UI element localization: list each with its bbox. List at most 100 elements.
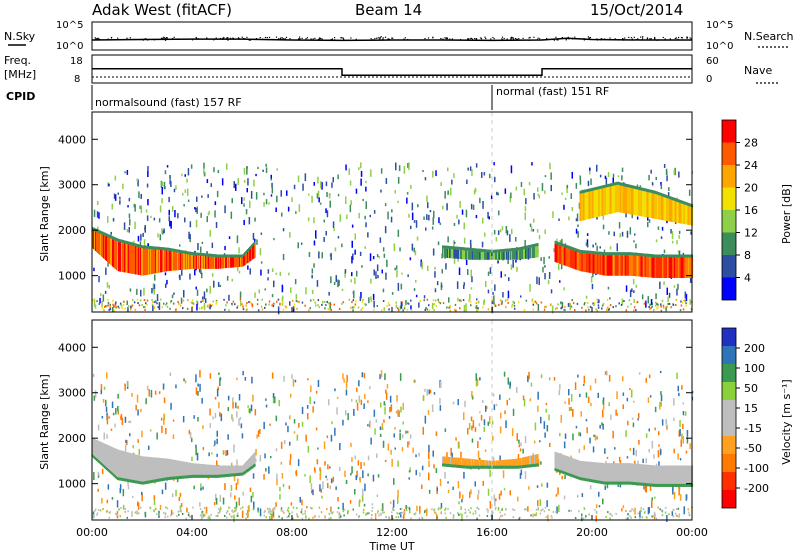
echo-band-column [459,457,461,467]
echo-band-edge [501,465,503,469]
echo-band-edge [591,479,594,483]
ground-scatter [201,299,204,301]
ground-scatter [250,302,253,305]
ground-scatter [615,305,617,308]
echo-speckle [370,169,372,177]
echo-band-edge [212,474,214,478]
echo-speckle [469,166,472,171]
ground-scatter [103,309,105,312]
echo-band-column [664,465,667,486]
echo-speckle [294,379,297,383]
ground-scatter [144,512,146,515]
echo-band-column [201,256,203,269]
echo-band-column [240,465,242,475]
echo-speckle [531,162,533,166]
echo-speckle [407,163,409,168]
echo-speckle [360,170,363,177]
echo-speckle [436,281,439,286]
echo-speckle [237,478,239,485]
echo-band-column [473,251,475,260]
echo-speckle [282,483,285,488]
echo-band-edge [249,246,251,250]
echo-speckle [399,432,401,441]
echo-band-column [458,249,460,259]
ground-scatter [177,300,179,303]
echo-band-column [164,458,166,480]
ground-scatter [226,516,228,519]
echo-band-edge [588,188,591,192]
ground-scatter [607,511,609,514]
echo-band-edge [631,481,634,485]
ground-scatter [518,517,520,520]
echo-band-edge [532,244,534,248]
echo-band-column [472,251,474,260]
echo-speckle [259,248,262,256]
echo-band-column [241,257,243,267]
echo-band-edge [240,472,242,476]
echo-speckle [556,506,558,514]
echo-band-column [252,454,254,468]
echo-band-edge [239,472,241,476]
noise-point [686,36,688,38]
noise-point [340,37,342,39]
echo-speckle [479,377,481,381]
echo-speckle [206,216,208,223]
echo-speckle [206,179,209,184]
echo-band-edge [464,247,466,251]
echo-speckle [336,396,339,399]
echo-band-column [117,241,119,271]
echo-band-edge [635,252,638,256]
echo-speckle [311,289,314,295]
echo-speckle [667,296,669,303]
ground-scatter [360,308,363,311]
noise-point [587,36,589,38]
echo-band-edge [662,483,665,487]
echo-band-edge [641,482,644,486]
ground-scatter [236,512,239,515]
echo-band-column [601,188,604,216]
echo-band-edge [180,475,182,479]
echo-band-column [570,249,573,268]
echo-band-column [112,447,114,475]
echo-band-column [655,194,658,219]
echo-speckle [224,205,226,214]
echo-band-edge [668,254,671,258]
echo-speckle [237,265,239,272]
echo-band-column [682,465,685,486]
echo-band-edge [228,254,230,258]
echo-speckle [524,212,526,220]
echo-speckle [501,226,504,231]
echo-speckle [622,392,625,396]
noise-point [407,39,409,41]
echo-band-edge [621,481,624,485]
ground-scatter [256,303,259,306]
echo-band-edge [155,479,157,483]
echo-speckle [682,423,684,430]
ground-scatter [589,305,592,308]
noise-point [129,37,131,39]
echo-band-column [442,456,444,466]
echo-speckle [166,279,168,285]
echo-speckle [275,272,278,275]
echo-band-column [555,452,558,471]
echo-speckle [117,192,119,195]
colorbar-tick-label: 100 [744,362,765,375]
ground-scatter [387,302,390,305]
echo-speckle [577,231,579,238]
echo-band-column [578,252,581,271]
ground-scatter [343,508,346,511]
echo-speckle [596,245,598,251]
echo-speckle [383,419,385,423]
echo-speckle [397,229,400,237]
echo-band-edge [623,183,626,187]
echo-band-edge [206,474,208,478]
echo-band-edge [597,480,600,484]
echo-band-column [155,249,157,274]
echo-band-edge [635,482,638,486]
echo-speckle [532,303,535,306]
echo-speckle [609,246,612,250]
echo-band-edge [566,245,569,249]
ground-scatter [630,303,632,305]
echo-speckle [328,399,330,406]
ground-scatter [433,303,436,306]
